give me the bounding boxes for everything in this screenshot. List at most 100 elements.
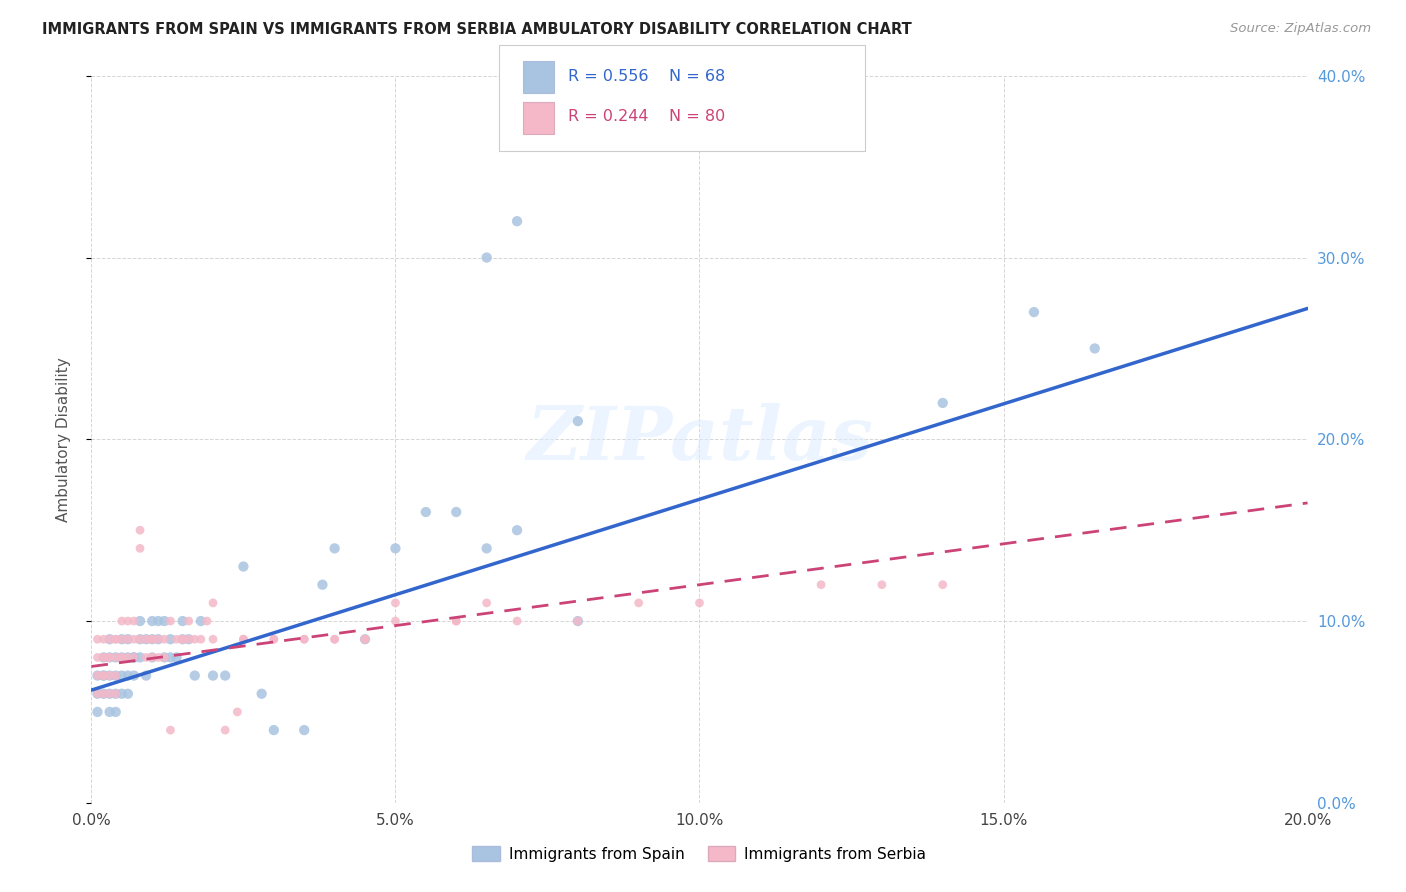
Point — [184, 668, 207, 682]
Point — [323, 632, 346, 647]
Point — [98, 632, 121, 647]
Point — [93, 668, 115, 682]
Point — [159, 723, 181, 737]
Point — [86, 687, 108, 701]
Point — [117, 650, 139, 665]
Point — [93, 650, 115, 665]
Point — [104, 650, 127, 665]
Point — [141, 632, 163, 647]
Point — [415, 505, 437, 519]
Point — [135, 650, 157, 665]
Point — [104, 668, 127, 682]
Point — [129, 614, 152, 628]
Legend: Immigrants from Spain, Immigrants from Serbia: Immigrants from Spain, Immigrants from S… — [467, 839, 932, 868]
Point — [292, 632, 315, 647]
Point — [98, 687, 121, 701]
Point — [129, 650, 152, 665]
Point — [153, 650, 176, 665]
Point — [93, 668, 115, 682]
Point — [141, 632, 163, 647]
Point — [172, 632, 194, 647]
Point — [870, 578, 893, 592]
Point — [93, 668, 115, 682]
Point — [117, 668, 139, 682]
Point — [86, 632, 108, 647]
Point — [172, 614, 194, 628]
Point — [195, 614, 218, 628]
Point — [148, 632, 170, 647]
Point — [177, 632, 200, 647]
Point — [98, 705, 121, 719]
Point — [627, 596, 650, 610]
Point — [117, 632, 139, 647]
Point — [117, 687, 139, 701]
Point — [135, 668, 157, 682]
Point — [172, 632, 194, 647]
Point — [98, 668, 121, 682]
Text: ZIPatlas: ZIPatlas — [526, 403, 873, 475]
Point — [384, 614, 406, 628]
Point — [354, 632, 377, 647]
Point — [226, 705, 249, 719]
Point — [129, 541, 152, 556]
Point — [444, 614, 467, 628]
Point — [104, 632, 127, 647]
Point — [931, 578, 953, 592]
Point — [506, 523, 529, 537]
Point — [190, 614, 212, 628]
Point — [104, 705, 127, 719]
Point — [190, 632, 212, 647]
Point — [475, 596, 498, 610]
Point — [141, 650, 163, 665]
Point — [117, 614, 139, 628]
Point — [98, 668, 121, 682]
Text: R = 0.244    N = 80: R = 0.244 N = 80 — [568, 110, 725, 124]
Point — [263, 632, 285, 647]
Point — [86, 687, 108, 701]
Point — [93, 650, 115, 665]
Point — [129, 523, 152, 537]
Point — [354, 632, 377, 647]
Point — [567, 614, 589, 628]
Point — [141, 650, 163, 665]
Point — [177, 614, 200, 628]
Point — [141, 632, 163, 647]
Point — [122, 614, 145, 628]
Point — [688, 596, 710, 610]
Point — [475, 541, 498, 556]
Point — [122, 650, 145, 665]
Point — [98, 650, 121, 665]
Point — [117, 650, 139, 665]
Point — [214, 668, 236, 682]
Point — [104, 687, 127, 701]
Point — [384, 541, 406, 556]
Text: Source: ZipAtlas.com: Source: ZipAtlas.com — [1230, 22, 1371, 36]
Point — [86, 650, 108, 665]
Point — [184, 632, 207, 647]
Point — [153, 632, 176, 647]
Point — [263, 723, 285, 737]
Point — [159, 650, 181, 665]
Point — [135, 632, 157, 647]
Point — [117, 632, 139, 647]
Point — [232, 632, 254, 647]
Point — [166, 632, 188, 647]
Text: IMMIGRANTS FROM SPAIN VS IMMIGRANTS FROM SERBIA AMBULATORY DISABILITY CORRELATIO: IMMIGRANTS FROM SPAIN VS IMMIGRANTS FROM… — [42, 22, 912, 37]
Point — [148, 650, 170, 665]
Point — [122, 632, 145, 647]
Point — [98, 650, 121, 665]
Point — [98, 632, 121, 647]
Point — [384, 596, 406, 610]
Point — [93, 650, 115, 665]
Point — [250, 687, 273, 701]
Point — [86, 668, 108, 682]
Point — [122, 650, 145, 665]
Point — [148, 614, 170, 628]
Point — [129, 632, 152, 647]
Point — [111, 614, 134, 628]
Point — [86, 705, 108, 719]
Point — [323, 632, 346, 647]
Point — [1084, 342, 1107, 356]
Point — [153, 650, 176, 665]
Point — [232, 559, 254, 574]
